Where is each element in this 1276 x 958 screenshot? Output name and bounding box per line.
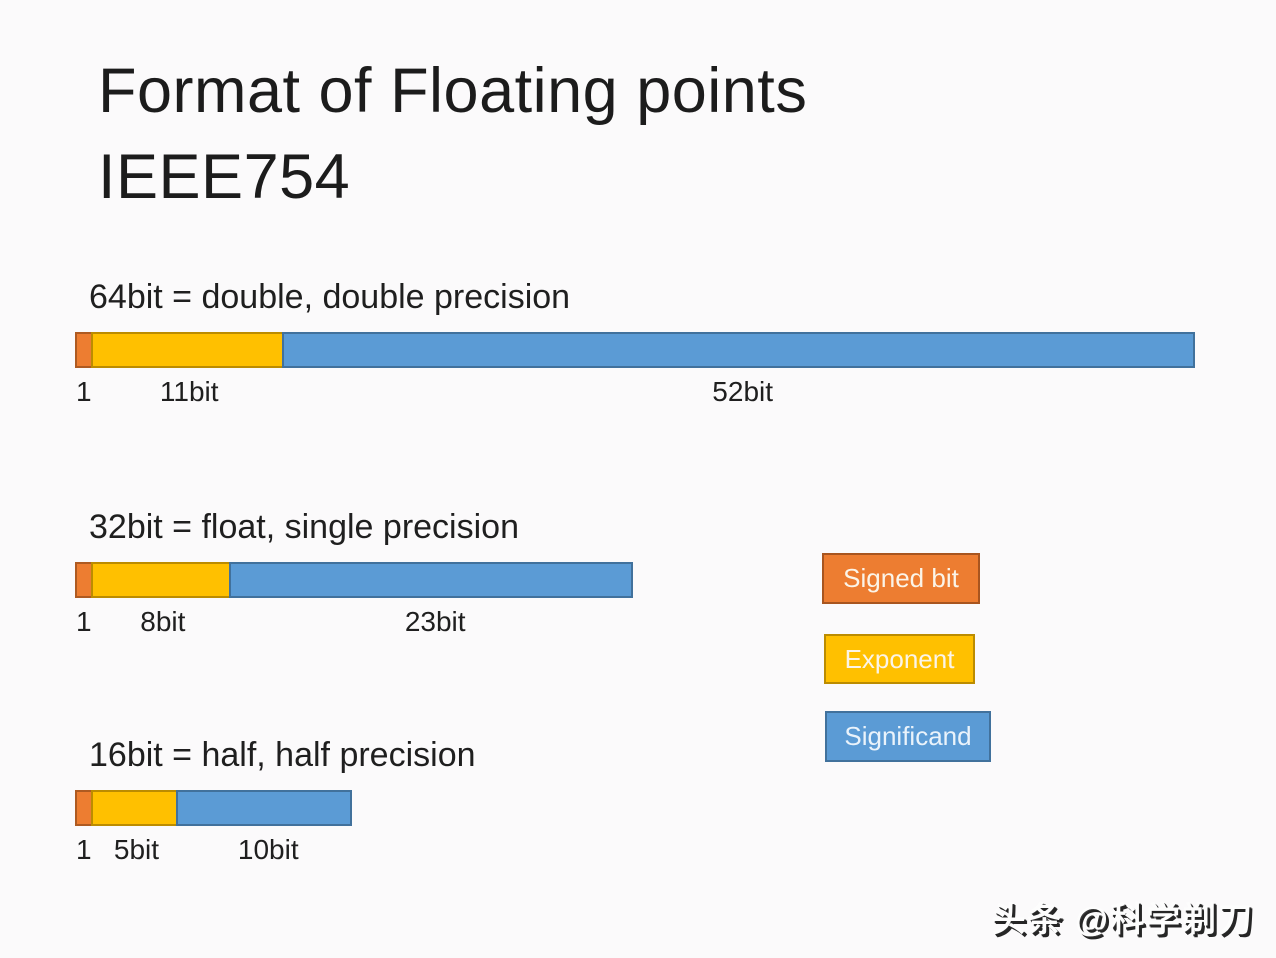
watermark-text: 头条 @科学剃刀 [991,901,1254,939]
bit-labels-64bit: 1 11bit 52bit [75,376,1235,416]
format-heading-16bit: 16bit = half, half precision [89,736,476,774]
format-section-16bit: 16bit = half, half precision 1 5bit 10bi… [75,736,1235,886]
exponent-segment [90,562,232,598]
significand-segment [176,790,353,826]
page-title-line2: IEEE754 [98,142,351,212]
bit-labels-16bit: 1 5bit 10bit [75,834,1235,874]
format-section-64bit: 64bit = double, double precision 1 11bit… [75,278,1235,428]
format-heading-64bit: 64bit = double, double precision [89,278,571,316]
significand-segment [229,562,634,598]
significand-bit-count: 23bit [404,606,466,637]
bit-layout-bar-64bit [75,332,1196,368]
exponent-segment [90,332,284,368]
page-title: Format of Floating points IEEE754 [98,48,807,220]
format-heading-32bit: 32bit = float, single precision [89,508,519,546]
significand-segment [281,332,1196,368]
page-title-line1: Format of Floating points [98,56,808,126]
exponent-segment [90,790,179,826]
exponent-bit-count: 8bit [140,606,186,637]
bit-labels-32bit: 1 8bit 23bit [75,606,1235,646]
significand-bit-count: 10bit [237,834,299,865]
significand-bit-count: 52bit [712,376,774,407]
signed-bit-count: 1 [75,376,92,407]
format-section-32bit: 32bit = float, single precision 1 8bit 2… [75,508,1235,658]
legend-exponent: Exponent [824,634,975,684]
exponent-bit-count: 5bit [113,834,160,865]
signed-bit-count: 1 [75,606,92,637]
bit-layout-bar-16bit [75,790,353,826]
legend-signed-bit: Signed bit [822,553,980,604]
legend-significand: Significand [825,711,991,762]
exponent-bit-count: 11bit [159,376,219,407]
bit-layout-bar-32bit [75,562,634,598]
signed-bit-count: 1 [75,834,92,865]
